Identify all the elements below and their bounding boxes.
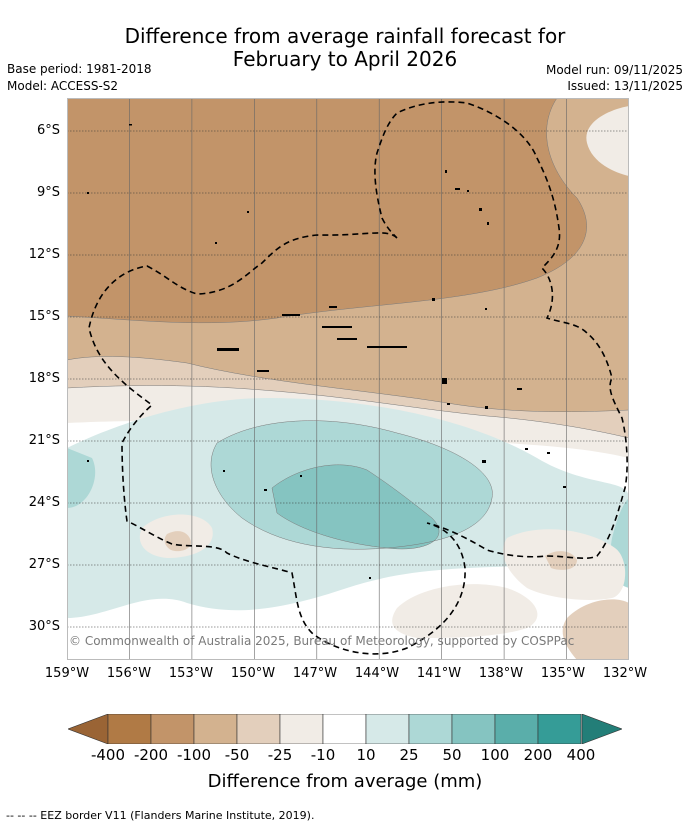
copyright-notice: © Commonwealth of Australia 2025, Bureau…	[69, 634, 575, 648]
lon-label-159w: 159°W	[44, 666, 90, 681]
base-period: Base period: 1981-2018	[7, 62, 152, 76]
colorbar-segment	[193, 713, 238, 745]
lat-label-18s: 18°S	[28, 371, 60, 386]
colorbar	[67, 713, 623, 745]
colorbar-label: -100	[176, 746, 212, 764]
colorbar-label: 400	[566, 746, 596, 764]
colorbar-segment	[451, 713, 496, 745]
lon-label-138w: 138°W	[478, 666, 524, 681]
colorbar-label: -50	[224, 746, 250, 764]
dry-patch-pale	[586, 106, 629, 176]
lat-label-30s: 30°S	[28, 619, 60, 634]
colorbar-segment	[408, 713, 453, 745]
gridlines	[129, 98, 567, 660]
dry-band-strong	[67, 98, 587, 323]
lat-label-6s: 6°S	[36, 123, 60, 138]
colorbar-segments	[107, 713, 582, 745]
dry-patch-south-west-core	[164, 531, 191, 552]
model-name: Model: ACCESS-S2	[7, 79, 119, 93]
lon-label-147w: 147°W	[292, 666, 338, 681]
lat-label-27s: 27°S	[28, 557, 60, 572]
colorbar-label: -25	[267, 746, 293, 764]
issued-date: Issued: 13/11/2025	[567, 79, 683, 93]
model-run: Model run: 09/11/2025	[545, 63, 683, 77]
colorbar-segment	[365, 713, 410, 745]
colorbar-label: 10	[356, 746, 376, 764]
lat-label-24s: 24°S	[28, 495, 60, 510]
colorbar-extend-high	[581, 713, 623, 745]
lon-label-132w: 132°W	[602, 666, 648, 681]
map-title-line1: Difference from average rainfall forecas…	[124, 24, 566, 48]
colorbar-segment	[150, 713, 195, 745]
lat-label-9s: 9°S	[36, 185, 60, 200]
colorbar-segment	[107, 713, 152, 745]
lon-label-141w: 141°W	[416, 666, 462, 681]
lat-label-21s: 21°S	[28, 433, 60, 448]
wet-band-strong	[272, 464, 440, 549]
colorbar-extend-low	[67, 713, 109, 745]
lon-label-144w: 144°W	[354, 666, 400, 681]
lon-label-150w: 150°W	[230, 666, 276, 681]
lat-label-12s: 12°S	[28, 247, 60, 262]
colorbar-segment	[279, 713, 324, 745]
lon-label-156w: 156°W	[106, 666, 152, 681]
rainfall-map-svg	[66, 97, 630, 660]
islands	[87, 124, 566, 579]
colorbar-segment	[537, 713, 582, 745]
dry-patch-south	[392, 584, 538, 638]
contour-lines	[66, 97, 630, 550]
colorbar-title: Difference from average (mm)	[207, 771, 483, 792]
lon-label-135w: 135°W	[540, 666, 586, 681]
colorbar-segment	[236, 713, 281, 745]
colorbar-segment	[494, 713, 539, 745]
wet-patch-west	[67, 448, 96, 508]
rainfall-map	[66, 97, 630, 660]
map-title-line2: February to April 2026	[232, 47, 458, 71]
eez-border	[88, 101, 628, 655]
colorbar-label: 50	[442, 746, 462, 764]
colorbar-label: -10	[310, 746, 336, 764]
colorbar-label: -200	[133, 746, 169, 764]
colorbar-label: -400	[90, 746, 126, 764]
colorbar-label: 200	[523, 746, 553, 764]
colorbar-segment	[322, 713, 367, 745]
dry-patch-corner	[562, 599, 629, 660]
colorbar-label: 25	[399, 746, 419, 764]
colorbar-label: 100	[480, 746, 510, 764]
lat-label-15s: 15°S	[28, 309, 60, 324]
colorbar-svg	[67, 713, 623, 745]
eez-legend-note: -- -- -- EEZ border V11 (Flanders Marine…	[6, 809, 315, 822]
lat-gridlines	[67, 130, 629, 628]
map-frame	[67, 98, 629, 660]
lon-label-153w: 153°W	[168, 666, 214, 681]
